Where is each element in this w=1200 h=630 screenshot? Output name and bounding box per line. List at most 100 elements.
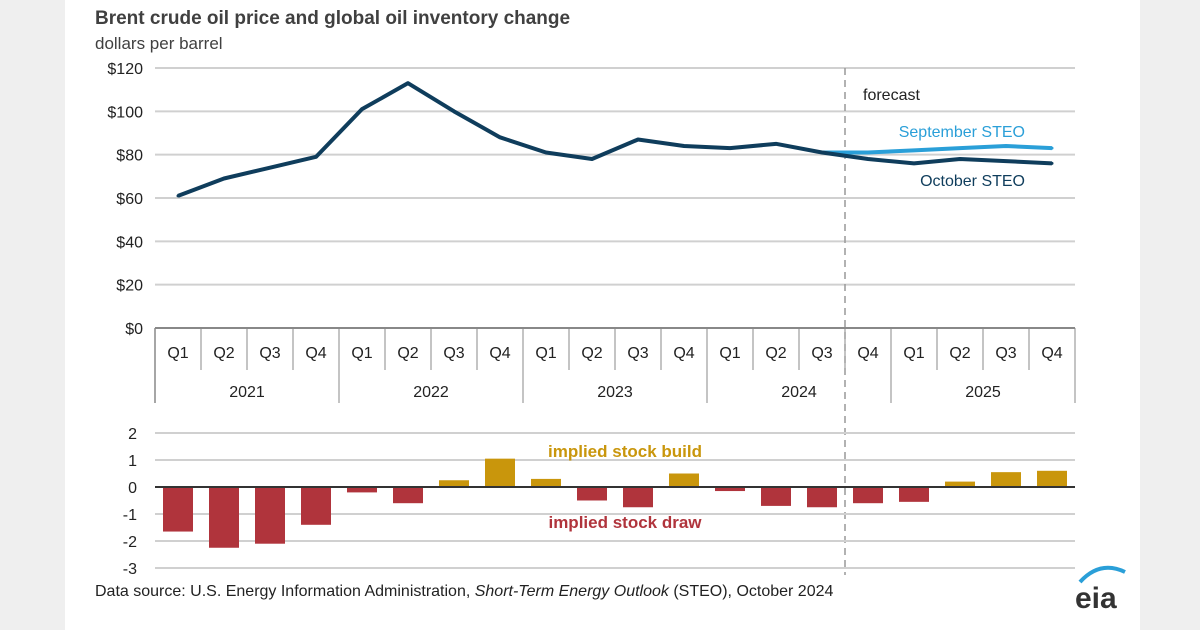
bar [209,487,239,548]
bar [807,487,837,508]
y-tick-label: 2 [128,426,137,443]
eia-logo: eia [1075,565,1126,615]
bar [1037,470,1067,487]
data-point [1004,159,1008,163]
year-label: 2022 [413,384,449,401]
bar [347,487,377,493]
x-tick-label: Q2 [581,345,602,362]
data-point [544,151,548,154]
data-point [452,109,456,113]
series-line [177,81,1053,198]
y-tick-label: -3 [123,561,137,578]
data-point [866,157,870,161]
x-tick-label: Q1 [351,345,372,362]
x-tick-label: Q4 [305,345,326,362]
y-tick-label: $80 [116,148,143,165]
data-point [406,81,410,85]
chart-title: Brent crude oil price and global oil inv… [95,8,570,29]
year-label: 2024 [781,384,817,401]
y-tick-label: $120 [107,61,143,78]
x-tick-label: Q3 [627,345,648,362]
x-tick-label: Q4 [489,345,510,362]
x-tick-label: Q4 [673,345,694,362]
x-tick-label: Q2 [765,345,786,362]
chart-subtitle: dollars per barrel [95,34,223,53]
series-label-october: October STEO [920,173,1025,190]
x-tick-label: Q2 [949,345,970,362]
bar [991,472,1021,487]
data-point [1050,146,1054,150]
data-point [636,138,640,141]
data-point [498,135,502,139]
bar [669,473,699,487]
x-tick-label: Q1 [535,345,556,362]
bar [945,481,975,487]
build-annotation: implied stock build [548,442,702,461]
chart-card [65,0,1140,630]
bar [485,458,515,487]
y-tick-label: 0 [128,480,137,497]
bar [255,487,285,544]
data-point [590,157,594,161]
data-point [820,151,824,154]
bar [531,478,561,487]
data-point [912,161,916,165]
year-label: 2023 [597,384,633,401]
bar [715,487,745,492]
draw-annotation: implied stock draw [548,513,702,532]
y-tick-label: $40 [116,234,143,251]
y-tick-label: $100 [107,104,143,121]
x-tick-label: Q4 [1041,345,1062,362]
x-tick-label: Q1 [167,345,188,362]
data-point [682,144,686,148]
bar [899,487,929,502]
data-point [958,157,962,161]
series-line [822,144,1053,155]
x-tick-label: Q1 [903,345,924,362]
data-point [268,166,272,170]
bar [761,487,791,506]
data-source: Data source: U.S. Energy Information Adm… [95,583,834,600]
source-italic: Short-Term Energy Outlook [475,583,670,600]
bar [623,487,653,508]
data-point [866,151,870,154]
data-point [958,146,962,150]
data-point [222,177,226,180]
bar [393,487,423,504]
source-prefix: Data source: U.S. Energy Information Adm… [95,583,475,600]
series-label-september: September STEO [899,124,1025,141]
y-tick-label: $60 [116,191,143,208]
logo-swoosh-icon [1078,565,1126,584]
data-point [728,146,732,150]
x-tick-label: Q2 [397,345,418,362]
x-tick-label: Q3 [995,345,1016,362]
bar [163,487,193,532]
bar [439,480,469,487]
data-point [774,142,778,146]
y-tick-label: $20 [116,278,143,295]
x-tick-label: Q3 [811,345,832,362]
year-label: 2025 [965,384,1001,401]
y-tick-label: -2 [123,534,137,551]
year-label: 2021 [229,384,265,401]
source-suffix: (STEO), October 2024 [669,583,834,600]
y-tick-label: $0 [125,321,143,338]
y-tick-label: 1 [128,453,137,470]
data-point [176,194,180,198]
bar [577,487,607,501]
data-point [912,148,916,152]
x-tick-label: Q3 [259,345,280,362]
x-tick-label: Q3 [443,345,464,362]
data-point [1050,161,1054,165]
data-point [314,155,318,159]
bar [301,487,331,525]
forecast-label: forecast [863,87,920,104]
x-tick-label: Q1 [719,345,740,362]
y-tick-label: -1 [123,507,137,524]
x-tick-label: Q4 [857,345,878,362]
x-tick-label: Q2 [213,345,234,362]
logo-text: eia [1075,582,1117,615]
data-point [360,107,364,111]
data-point [1004,144,1008,148]
